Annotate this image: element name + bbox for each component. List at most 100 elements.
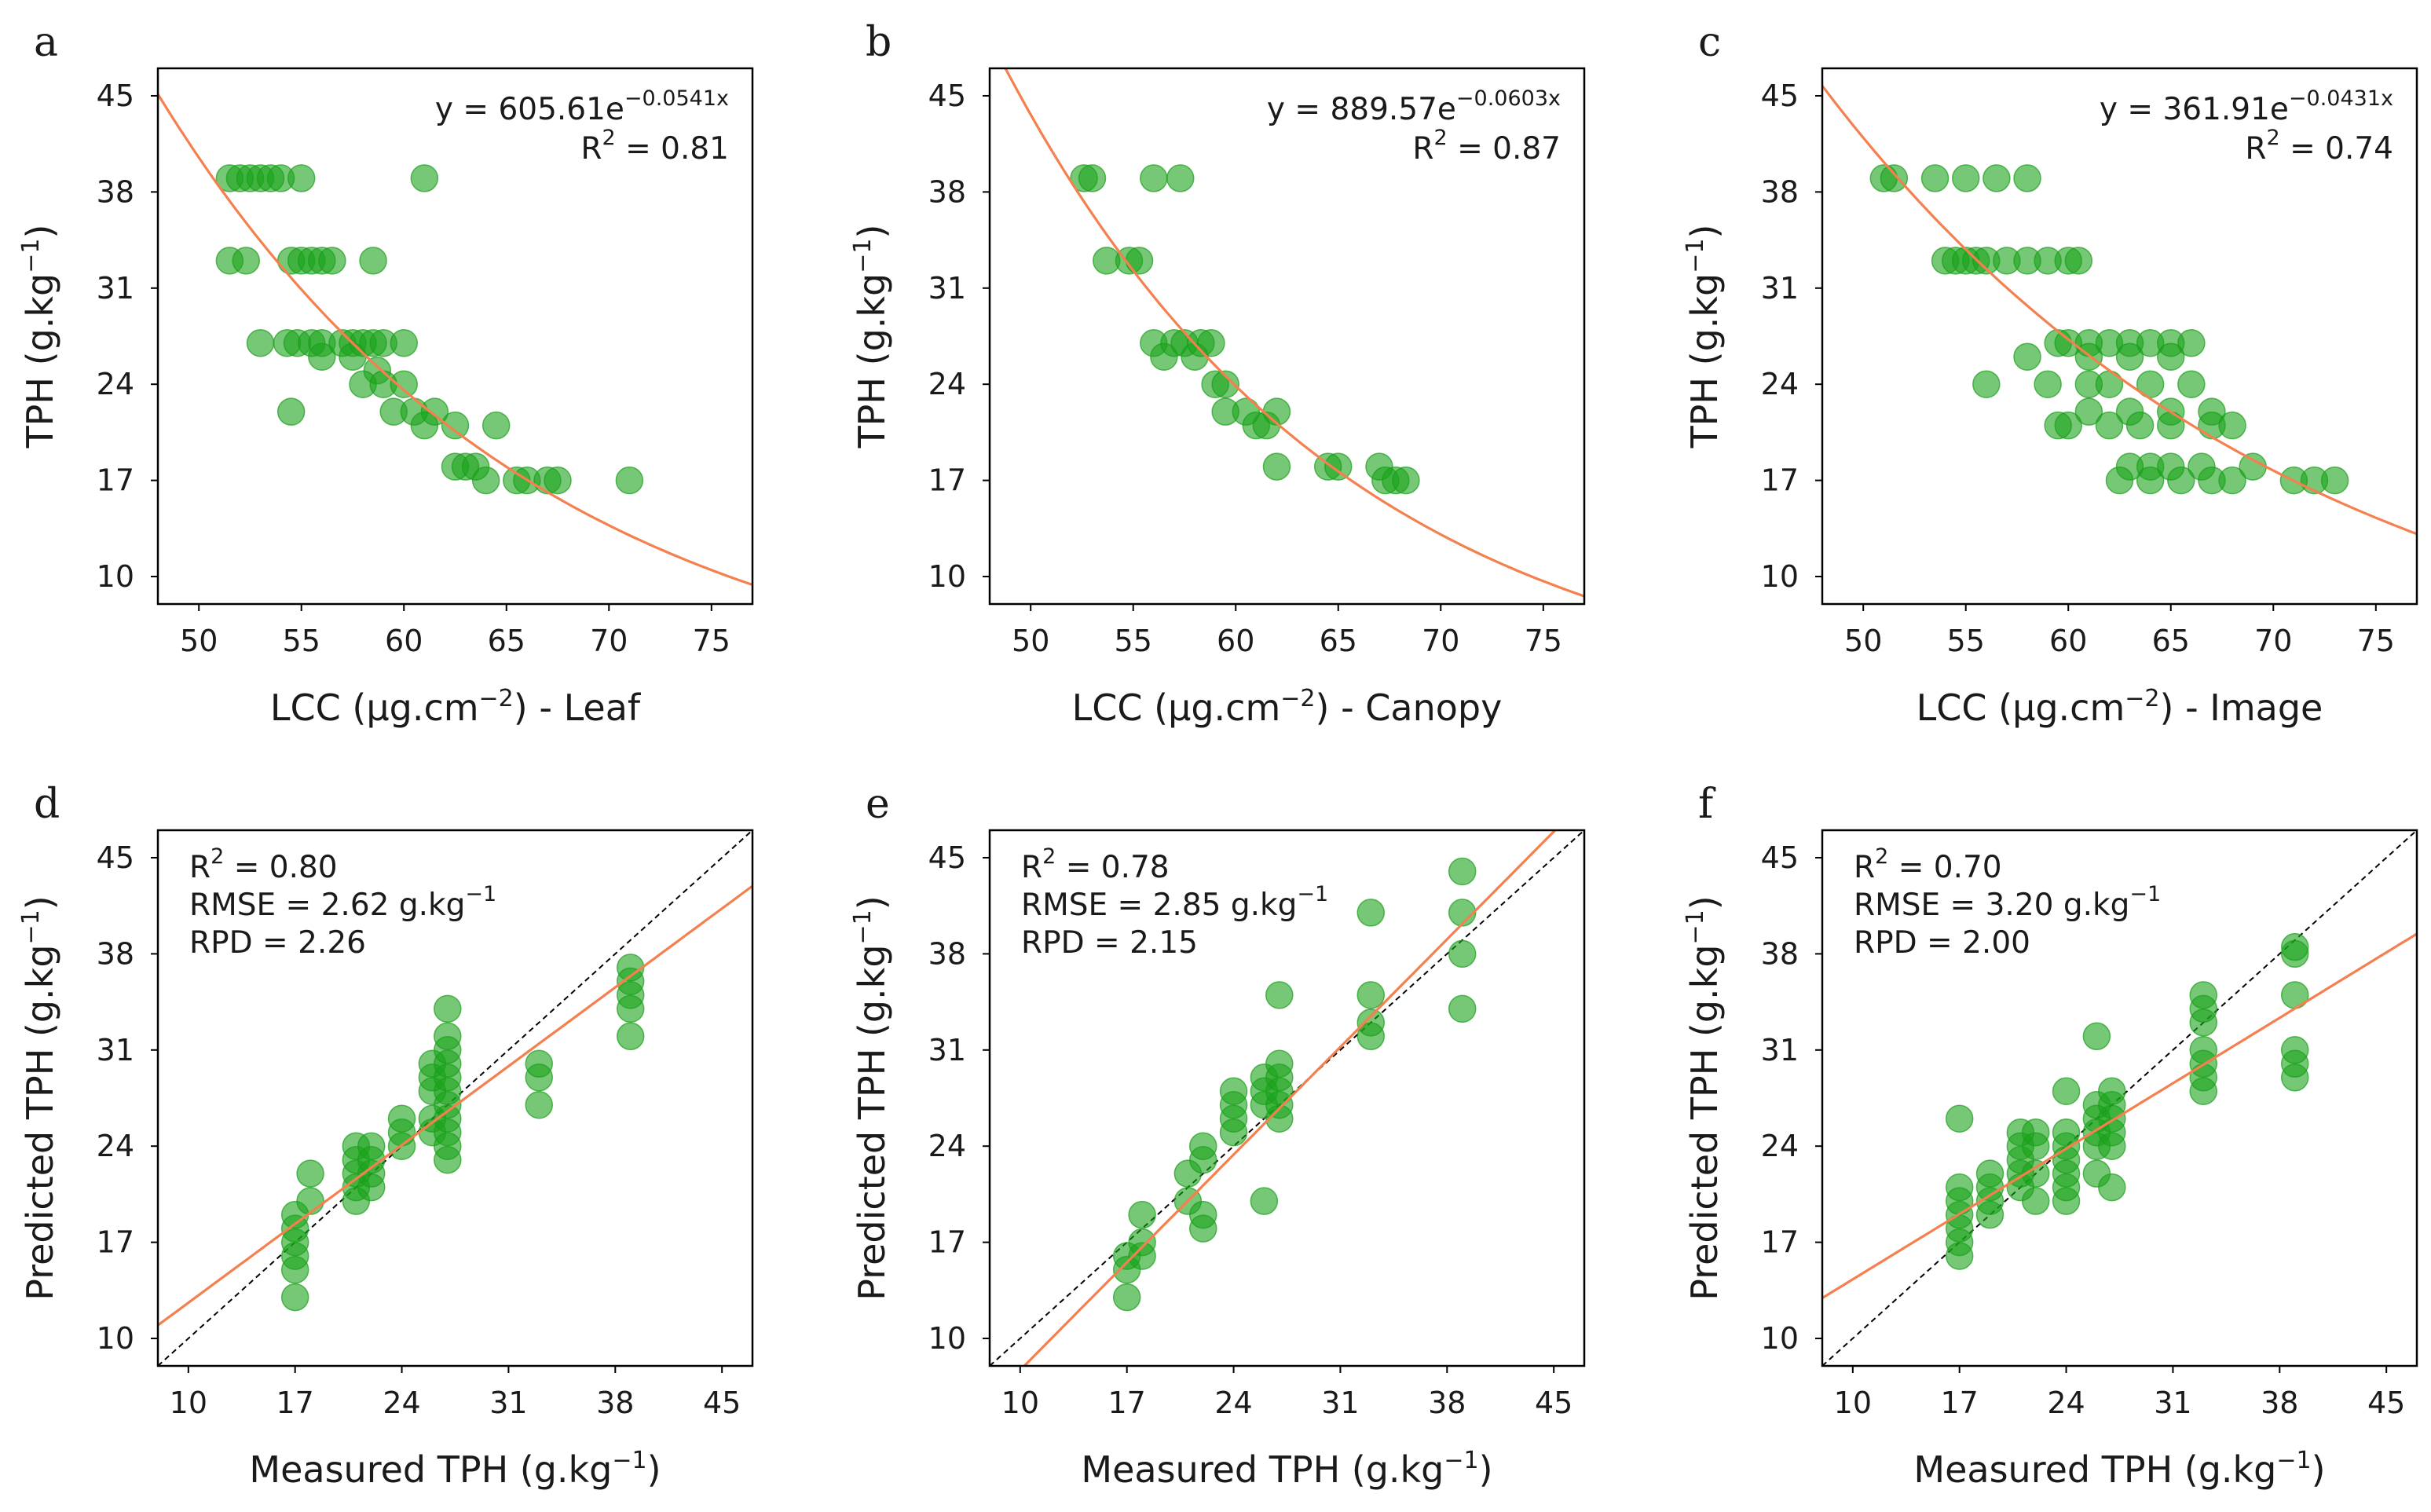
data-point bbox=[2034, 370, 2062, 398]
data-point bbox=[2105, 466, 2134, 495]
plot-area bbox=[1822, 830, 2417, 1366]
fit-line bbox=[1822, 932, 2417, 1299]
data-point bbox=[1262, 397, 1291, 426]
y-tick-label: 38 bbox=[97, 936, 134, 971]
data-point bbox=[2082, 1022, 2111, 1051]
x-tick-label: 24 bbox=[2047, 1386, 2085, 1420]
panel-letter: b bbox=[866, 19, 891, 66]
x-tick-label: 10 bbox=[1834, 1386, 1872, 1420]
y-tick-label: 31 bbox=[1761, 271, 1799, 306]
x-tick-label: 10 bbox=[1001, 1386, 1039, 1420]
panel-letter: e bbox=[866, 781, 890, 828]
y-axis-title: TPH (g.kg−1) bbox=[849, 225, 893, 449]
data-point bbox=[616, 1022, 645, 1051]
x-tick-label: 60 bbox=[1217, 624, 1254, 658]
data-point bbox=[390, 370, 418, 398]
y-tick-label: 38 bbox=[97, 174, 134, 209]
data-point bbox=[2167, 466, 2195, 495]
data-point bbox=[544, 466, 572, 495]
x-tick-label: 31 bbox=[2154, 1386, 2191, 1420]
y-tick-label: 17 bbox=[97, 463, 134, 498]
data-point bbox=[434, 994, 462, 1023]
plot-area bbox=[1004, 68, 1584, 598]
data-point bbox=[2021, 1159, 2050, 1188]
r-squared-label: R2 = 0.74 bbox=[2245, 126, 2393, 167]
data-point bbox=[1448, 939, 1477, 968]
data-point bbox=[1951, 164, 1980, 192]
plot-area bbox=[158, 830, 752, 1366]
plot-frame bbox=[988, 67, 1586, 606]
data-point bbox=[2189, 981, 2218, 1009]
data-point bbox=[2095, 411, 2124, 440]
y-tick-label: 38 bbox=[928, 174, 966, 209]
y-tick-label: 24 bbox=[1761, 367, 1799, 401]
data-point bbox=[1945, 1173, 1974, 1202]
data-point bbox=[2098, 1173, 2126, 1202]
data-point bbox=[1188, 1200, 1217, 1229]
data-point bbox=[1975, 1159, 2004, 1188]
data-point bbox=[1920, 164, 1950, 192]
x-tick-label: 75 bbox=[693, 624, 730, 658]
data-point bbox=[2013, 164, 2041, 192]
fit-line bbox=[158, 93, 752, 587]
x-tick-label: 50 bbox=[180, 624, 218, 658]
data-point bbox=[2136, 466, 2165, 495]
data-point bbox=[2125, 411, 2155, 440]
panel-c: c 50 55 60 65 70 75 10 17 24 31 38 45 LCC (µg.cm−2) -… bbox=[1682, 19, 2418, 729]
x-tick-label: 31 bbox=[1321, 1386, 1359, 1420]
fit-equation: y = 889.57e−0.0603x bbox=[1267, 86, 1561, 127]
y-tick-label: 10 bbox=[1761, 559, 1799, 594]
x-tick-label: 65 bbox=[2152, 624, 2190, 658]
data-point bbox=[280, 1283, 309, 1312]
data-point bbox=[1448, 899, 1477, 927]
data-point bbox=[2280, 981, 2309, 1009]
data-point bbox=[296, 1159, 324, 1188]
data-point bbox=[2177, 328, 2206, 357]
y-axis-title: Predicted TPH (g.kg−1) bbox=[17, 895, 61, 1300]
x-tick-label: 45 bbox=[1535, 1386, 1572, 1420]
x-tick-label: 24 bbox=[383, 1386, 420, 1420]
x-tick-label: 45 bbox=[703, 1386, 741, 1420]
y-tick-label: 17 bbox=[928, 463, 966, 498]
plot-frame bbox=[156, 67, 754, 606]
plot-area bbox=[1822, 85, 2417, 536]
y-tick-label: 45 bbox=[928, 840, 966, 875]
x-axis-title: Measured TPH (g.kg−1) bbox=[1081, 1447, 1492, 1491]
y-axis-title: TPH (g.kg−1) bbox=[1682, 225, 1726, 449]
panel-letter: f bbox=[1698, 781, 1716, 828]
x-axis-title: LCC (µg.cm−2) - Image bbox=[1917, 685, 2323, 729]
rmse-label: RMSE = 2.85 g.kg−1 bbox=[1021, 882, 1328, 923]
data-point bbox=[246, 328, 275, 357]
y-tick-label: 31 bbox=[1761, 1033, 1799, 1067]
data-point bbox=[1448, 857, 1477, 886]
x-tick-label: 38 bbox=[2261, 1386, 2298, 1420]
data-point bbox=[1112, 1283, 1141, 1312]
data-point bbox=[2098, 1077, 2126, 1106]
fit-line bbox=[1822, 85, 2417, 536]
x-tick-label: 55 bbox=[283, 624, 320, 658]
data-point bbox=[525, 1090, 554, 1119]
data-point bbox=[1356, 981, 1386, 1009]
x-tick-label: 55 bbox=[1115, 624, 1152, 658]
y-axis-title: TPH (g.kg−1) bbox=[17, 225, 61, 449]
plot-frame bbox=[988, 829, 1586, 1367]
data-point bbox=[410, 164, 439, 192]
plot-frame bbox=[1821, 67, 2418, 606]
data-point bbox=[287, 164, 316, 192]
x-tick-label: 24 bbox=[1214, 1386, 1252, 1420]
y-tick-label: 24 bbox=[97, 1129, 134, 1163]
data-point bbox=[2280, 932, 2309, 961]
r-squared-label: R2 = 0.78 bbox=[1021, 844, 1170, 885]
x-axis-title: Measured TPH (g.kg−1) bbox=[249, 1447, 661, 1491]
data-point bbox=[2074, 397, 2103, 426]
data-point bbox=[390, 328, 418, 357]
data-point bbox=[2218, 411, 2246, 440]
data-point bbox=[1128, 1228, 1156, 1257]
x-axis-title: Measured TPH (g.kg−1) bbox=[1913, 1447, 2325, 1491]
x-tick-label: 50 bbox=[1844, 624, 1882, 658]
x-tick-label: 75 bbox=[1525, 624, 1562, 658]
x-tick-label: 75 bbox=[2357, 624, 2395, 658]
panel-a: a 50 55 60 65 70 75 10 17 24 31 38 45 LCC (µg.cm−2) -… bbox=[17, 19, 754, 729]
data-point bbox=[1945, 1104, 1974, 1133]
x-tick-label: 65 bbox=[1320, 624, 1357, 658]
